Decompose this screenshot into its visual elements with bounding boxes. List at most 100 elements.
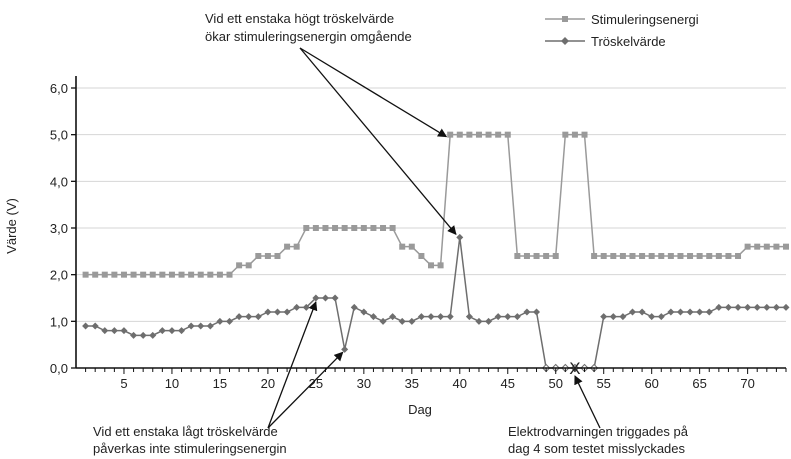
data-point-stim [456, 131, 463, 138]
data-point-stim [543, 253, 550, 259]
data-point-stim [245, 262, 252, 269]
data-point-thresh [619, 313, 627, 321]
data-point-stim [178, 271, 185, 278]
data-point-stim [735, 253, 742, 259]
failed-test-marker: X [569, 359, 580, 378]
annotation-arrow [267, 351, 344, 429]
data-point-stim [197, 271, 204, 278]
x-tick-label: 35 [405, 376, 419, 391]
data-point-thresh [504, 313, 512, 321]
x-tick-label: 15 [213, 376, 227, 391]
data-point-thresh [312, 294, 320, 302]
annotation-arrow [574, 375, 601, 429]
data-point-thresh [753, 303, 761, 311]
data-point-thresh [437, 313, 445, 321]
data-point-thresh [91, 322, 99, 330]
data-point-thresh [178, 327, 186, 335]
data-point-stim [600, 253, 607, 259]
data-point-thresh [485, 317, 493, 325]
data-point-stim [475, 131, 482, 138]
data-point-thresh [744, 303, 752, 311]
x-tick-labels: 5 10 15 20 25 30 35 40 45 50 55 60 65 70 [120, 376, 755, 391]
data-point-stim [130, 271, 137, 278]
data-point-thresh [235, 313, 243, 321]
legend: Stimuleringsenergi Tröskelvärde [545, 12, 699, 49]
data-point-stim [687, 253, 694, 259]
annotation-arrow [299, 47, 448, 138]
annotation-high-line1: Vid ett enstaka högt tröskelvärde [205, 11, 394, 26]
data-point-thresh [360, 308, 368, 316]
data-point-stim [284, 243, 291, 250]
series-stimuleringsenergi [82, 131, 789, 278]
x-axis-label: Dag [408, 402, 432, 417]
x-tick-label: 20 [261, 376, 275, 391]
data-point-stim [159, 271, 166, 278]
data-point-stim [514, 253, 521, 259]
y-tick-label: 1,0 [50, 314, 68, 329]
data-point-stim [360, 225, 367, 231]
y-tick-label: 6,0 [50, 81, 68, 96]
data-point-thresh [168, 327, 176, 335]
annotation-arrow [299, 47, 457, 236]
y-tick-label: 0,0 [50, 361, 68, 376]
data-point-thresh [216, 317, 224, 325]
data-point-thresh [763, 303, 771, 311]
legend-label-troskelvarde: Tröskelvärde [591, 34, 666, 49]
annotation-high-threshold: Vid ett enstaka högt tröskelvärde ökar s… [205, 11, 412, 44]
data-point-stim [715, 253, 722, 259]
axes [71, 76, 787, 374]
y-tick-label: 4,0 [50, 174, 68, 189]
annotation-high-line2: ökar stimuleringsenergin omgående [205, 29, 412, 44]
annotation-arrows [267, 47, 601, 429]
annotation-low-threshold: Vid ett enstaka lågt tröskelvärde påverk… [93, 424, 287, 456]
data-point-thresh [724, 303, 732, 311]
data-point-thresh [408, 317, 416, 325]
data-point-stim [677, 253, 684, 259]
data-point-stim [523, 253, 530, 259]
data-point-thresh [657, 313, 665, 321]
y-tick-label: 2,0 [50, 268, 68, 283]
x-tick-label: 45 [501, 376, 515, 391]
series-troskelvarde [82, 233, 790, 373]
data-point-thresh [638, 308, 646, 316]
data-point-thresh [456, 233, 464, 241]
data-point-stim [629, 253, 636, 259]
y-tick-labels: 0,0 1,0 2,0 3,0 4,0 5,0 6,0 [50, 81, 68, 376]
data-point-stim [466, 131, 473, 138]
data-point-thresh [696, 308, 704, 316]
data-point-stim [236, 262, 243, 269]
data-point-thresh [772, 303, 780, 311]
data-point-thresh [398, 317, 406, 325]
data-point-thresh [427, 313, 435, 321]
data-point-stim [581, 131, 588, 138]
data-point-stim [754, 243, 761, 250]
data-point-thresh [341, 345, 349, 353]
data-point-thresh [331, 294, 339, 302]
x-tick-label: 60 [644, 376, 658, 391]
data-point-thresh [475, 317, 483, 325]
data-point-thresh [533, 308, 541, 316]
data-point-stim [495, 131, 502, 138]
legend-thresh-marker [561, 37, 569, 45]
data-point-stim [341, 225, 348, 231]
data-point-stim [591, 253, 598, 259]
data-point-thresh [369, 313, 377, 321]
data-point-stim [82, 271, 89, 278]
data-point-stim [255, 253, 262, 259]
data-point-thresh [523, 308, 531, 316]
data-point-stim [140, 271, 147, 278]
annotation-warning-line1: Elektrodvarningen triggades på [508, 424, 689, 439]
data-point-stim [610, 253, 617, 259]
annotation-low-line2: påverkas inte stimuleringsenergin [93, 441, 287, 456]
data-point-stim [370, 225, 377, 231]
data-point-stim [101, 271, 108, 278]
x-tick-label: 30 [357, 376, 371, 391]
data-point-thresh [302, 303, 310, 311]
data-point-stim [763, 243, 770, 250]
x-tick-label: 40 [453, 376, 467, 391]
data-point-stim [619, 253, 626, 259]
data-point-thresh [226, 317, 234, 325]
data-point-thresh [197, 322, 205, 330]
data-point-stim [168, 271, 175, 278]
data-point-thresh [600, 313, 608, 321]
